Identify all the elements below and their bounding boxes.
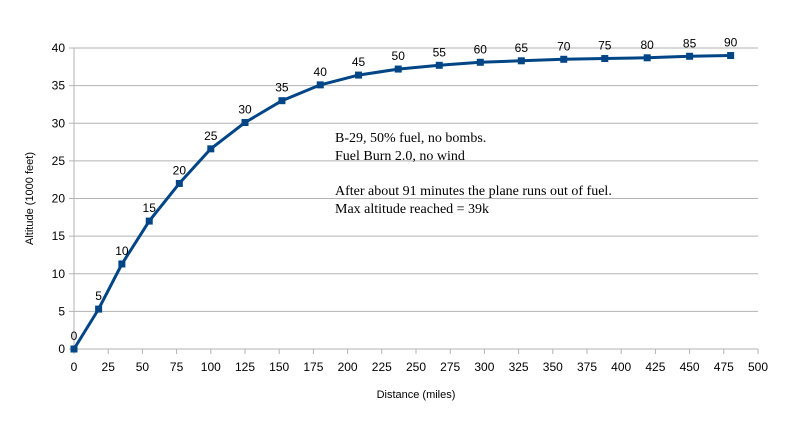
x-tick-label: 400 xyxy=(611,360,631,374)
x-tick-label: 150 xyxy=(269,360,289,374)
data-point-label: 25 xyxy=(204,129,218,143)
x-tick-label: 250 xyxy=(406,360,426,374)
data-point-marker xyxy=(95,305,103,313)
y-tick-label: 5 xyxy=(58,304,65,318)
x-tick-label: 500 xyxy=(748,360,768,374)
data-point-marker xyxy=(175,179,183,187)
data-point-label: 10 xyxy=(115,244,129,258)
y-tick-label: 25 xyxy=(52,154,66,168)
data-point-label: 5 xyxy=(95,289,102,303)
annotation-line-2: Fuel Burn 2.0, no wind xyxy=(335,149,465,164)
axes xyxy=(73,48,758,350)
x-tick-label: 125 xyxy=(235,360,255,374)
data-point-marker xyxy=(517,57,525,65)
data-point-marker xyxy=(601,55,609,63)
data-point-marker xyxy=(207,145,215,153)
data-point-label: 0 xyxy=(71,329,78,343)
x-tick-label: 475 xyxy=(714,360,734,374)
y-axis-title: Altitude (1000 feet) xyxy=(24,152,36,245)
data-point-marker xyxy=(643,54,651,62)
data-point-marker xyxy=(394,65,402,73)
data-point-marker xyxy=(316,81,324,89)
x-tick-label: 175 xyxy=(303,360,323,374)
x-tick-label: 300 xyxy=(474,360,494,374)
data-point-marker xyxy=(70,345,78,353)
data-point-label: 45 xyxy=(352,55,366,69)
annotation-box: B-29, 50% fuel, no bombs. Fuel Burn 2.0,… xyxy=(335,131,612,217)
series-altitude xyxy=(70,52,735,353)
data-point-label: 70 xyxy=(557,39,571,53)
y-tick-label: 20 xyxy=(52,192,66,206)
x-tick-label: 75 xyxy=(170,360,184,374)
data-point-marker xyxy=(278,97,286,105)
x-tick-label: 450 xyxy=(680,360,700,374)
data-point-label: 75 xyxy=(598,39,612,53)
y-tick-labels: 0 5 10 15 20 25 30 35 40 xyxy=(52,41,66,356)
x-tick-label: 225 xyxy=(372,360,392,374)
data-point-label: 60 xyxy=(474,42,488,56)
data-point-marker xyxy=(145,217,153,225)
data-point-label: 65 xyxy=(515,41,529,55)
data-point-marker xyxy=(686,52,694,60)
x-axis-title: Distance (miles) xyxy=(377,389,456,401)
annotation-line-1: B-29, 50% fuel, no bombs. xyxy=(335,131,486,146)
y-tick-label: 35 xyxy=(52,79,66,93)
y-tick-label: 0 xyxy=(58,342,65,356)
data-point-marker xyxy=(560,55,568,63)
data-point-label: 50 xyxy=(392,49,406,63)
y-tick-label: 40 xyxy=(52,41,66,55)
x-tick-labels: 0 25 50 75 100 125 150 175 200 225 250 275 300 325 350… xyxy=(71,360,769,374)
data-point-marker xyxy=(118,260,126,268)
data-point-label: 15 xyxy=(143,201,157,215)
x-tick-label: 25 xyxy=(102,360,116,374)
data-point-label: 35 xyxy=(275,81,289,95)
data-point-marker xyxy=(476,58,484,66)
data-point-label: 55 xyxy=(433,45,447,59)
y-tick-label: 15 xyxy=(52,229,66,243)
data-point-marker xyxy=(241,118,249,126)
x-tick-label: 50 xyxy=(136,360,150,374)
data-point-label: 80 xyxy=(641,38,655,52)
x-tick-label: 425 xyxy=(645,360,665,374)
data-point-label: 40 xyxy=(314,65,328,79)
data-point-label: 20 xyxy=(173,163,187,177)
gridlines xyxy=(69,47,759,354)
x-tick-label: 350 xyxy=(543,360,563,374)
x-tick-label: 375 xyxy=(577,360,597,374)
x-tick-label: 200 xyxy=(338,360,358,374)
data-point-marker xyxy=(435,61,443,69)
annotation-line-3: After about 91 minutes the plane runs ou… xyxy=(335,184,612,199)
data-point-label: 30 xyxy=(238,102,252,116)
data-point-marker xyxy=(727,52,735,60)
x-tick-label: 275 xyxy=(440,360,460,374)
data-point-label: 90 xyxy=(724,36,738,50)
x-tick-label: 325 xyxy=(509,360,529,374)
data-point-marker xyxy=(355,71,363,79)
y-tick-label: 10 xyxy=(52,267,66,281)
data-point-label: 85 xyxy=(683,36,697,50)
y-tick-label: 30 xyxy=(52,116,66,130)
point-labels: 0 5 10 15 20 25 30 35 40 45 50 55 60 65 70 75 80 85 90 xyxy=(71,36,738,343)
annotation-line-4: Max altitude reached = 39k xyxy=(335,202,489,217)
x-tick-label: 0 xyxy=(71,360,78,374)
x-tick-label: 100 xyxy=(201,360,221,374)
